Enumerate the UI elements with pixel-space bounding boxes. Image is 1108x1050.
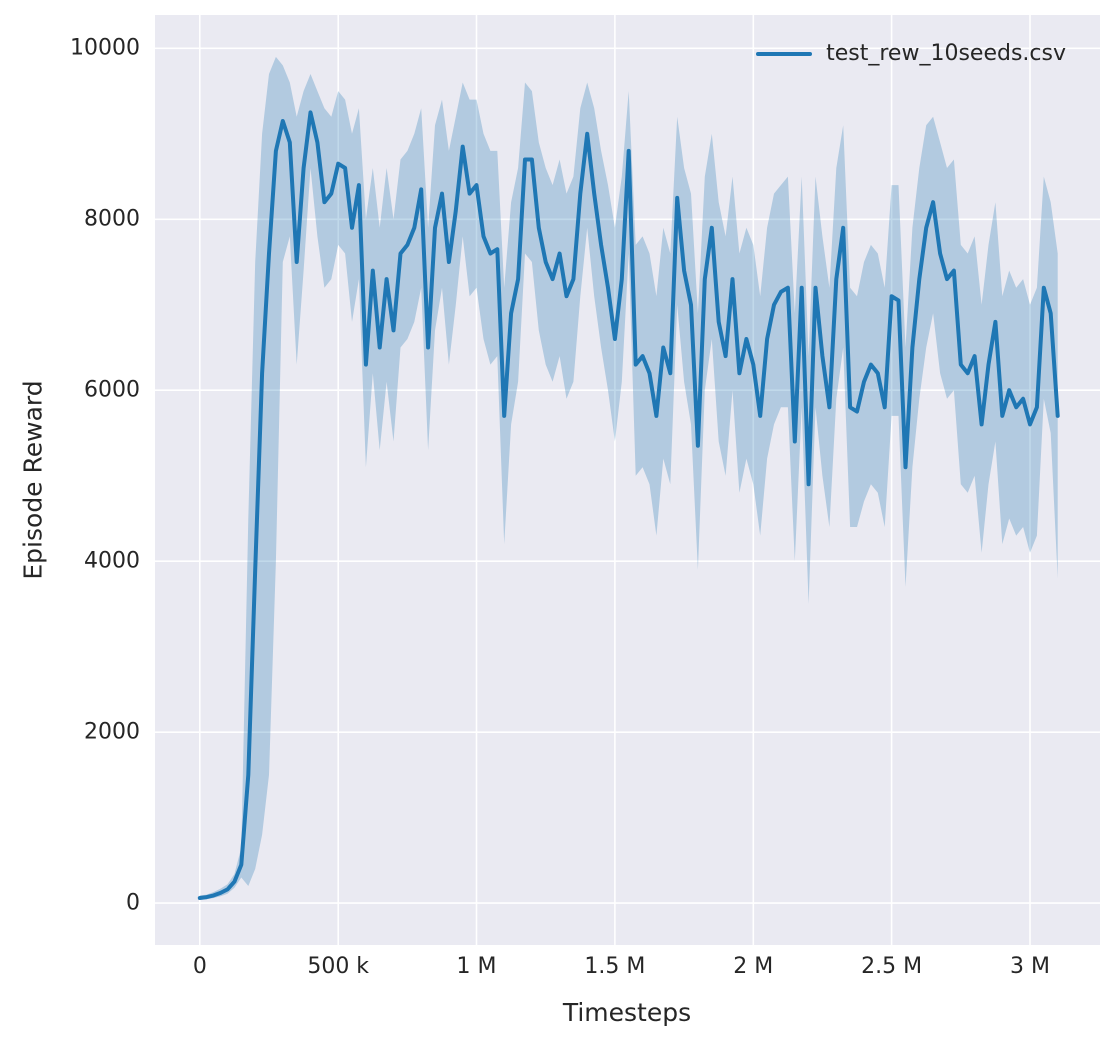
legend-label: test_rew_10seeds.csv xyxy=(826,41,1066,66)
x-tick-label: 1 M xyxy=(456,954,497,979)
x-tick-label: 1.5 M xyxy=(584,954,646,979)
x-tick-label: 3 M xyxy=(1009,954,1050,979)
mean-line xyxy=(197,110,1060,900)
x-tick-label: 0 xyxy=(192,954,207,979)
y-tick-label: 2000 xyxy=(84,719,140,745)
gridlines-group xyxy=(155,15,1100,945)
y-tick-label: 0 xyxy=(126,890,140,916)
y-tick-label: 6000 xyxy=(84,377,140,403)
x-tick-label: 2 M xyxy=(733,954,774,979)
legend: test_rew_10seeds.csv xyxy=(756,41,1066,66)
y-tick-label: 8000 xyxy=(84,206,140,232)
x-tick-label: 2.5 M xyxy=(861,954,923,979)
x-axis-label: Timesteps xyxy=(562,998,692,1027)
y-axis-label: Episode Reward xyxy=(18,380,48,580)
x-tick-label: 500 k xyxy=(307,954,370,979)
y-tick-label: 10000 xyxy=(70,35,140,61)
legend-line-swatch xyxy=(756,51,813,56)
y-tick-label: 4000 xyxy=(84,548,140,574)
chart-svg xyxy=(155,15,1100,945)
plot-area: test_rew_10seeds.csv xyxy=(155,15,1100,945)
